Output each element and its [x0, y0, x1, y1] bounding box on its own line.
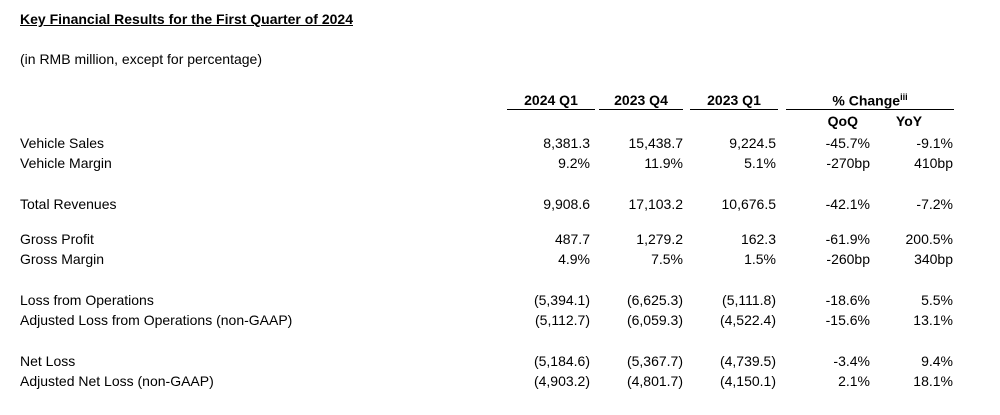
cell-2023-q4: (5,367.7)	[626, 353, 683, 369]
row-label: Adjusted Loss from Operations (non-GAAP)	[20, 312, 293, 328]
cell-2023-q1: (4,150.1)	[719, 373, 776, 389]
col-header-pct-change: % Changeiii	[786, 92, 954, 109]
row-label: Loss from Operations	[20, 292, 154, 308]
cell-2024-q1: 487.7	[554, 231, 590, 247]
cell-yoy: 340bp	[914, 251, 953, 267]
cell-yoy: -9.1%	[916, 135, 953, 151]
cell-2023-q1: 5.1%	[744, 155, 776, 171]
header-rule-pct-change	[786, 109, 954, 110]
cell-2023-q4: (6,059.3)	[626, 312, 683, 328]
cell-2023-q4: 11.9%	[644, 155, 683, 171]
cell-qoq: 2.1%	[838, 373, 870, 389]
cell-yoy: 13.1%	[913, 312, 953, 328]
col-header-2023-q1: 2023 Q1	[707, 92, 761, 108]
pct-change-label: % Change	[832, 92, 901, 109]
cell-yoy: 200.5%	[905, 231, 953, 247]
row-label: Gross Profit	[20, 231, 94, 247]
cell-2024-q1: (5,112.7)	[535, 312, 590, 328]
cell-2024-q1: 4.9%	[558, 251, 590, 267]
col-header-yoy: YoY	[895, 113, 923, 129]
header-rule-2023-q4	[599, 109, 683, 110]
units-note: (in RMB million, except for percentage)	[20, 51, 262, 67]
cell-2023-q1: 162.3	[740, 231, 776, 247]
cell-2023-q4: 15,438.7	[628, 135, 684, 151]
col-header-2023-q4: 2023 Q4	[614, 92, 668, 108]
cell-yoy: 410bp	[914, 155, 953, 171]
row-label: Vehicle Margin	[20, 155, 112, 171]
col-header-qoq: QoQ	[827, 113, 858, 129]
cell-2023-q4: 7.5%	[651, 251, 683, 267]
cell-2023-q4: 17,103.2	[628, 196, 684, 212]
row-label: Gross Margin	[20, 251, 105, 267]
header-rule-2023-q1	[690, 109, 778, 110]
cell-yoy: 9.4%	[921, 353, 953, 369]
cell-qoq: -3.4%	[833, 353, 870, 369]
cell-2024-q1: 8,381.3	[543, 135, 590, 151]
cell-qoq: -45.7%	[825, 135, 870, 151]
row-label: Total Revenues	[20, 196, 117, 212]
cell-yoy: -7.2%	[916, 196, 953, 212]
col-header-2024-q1: 2024 Q1	[524, 92, 578, 108]
cell-yoy: 18.1%	[913, 373, 953, 389]
pct-change-footnote: iii	[900, 92, 908, 102]
cell-2023-q4: (4,801.7)	[626, 373, 683, 389]
cell-2023-q4: 1,279.2	[636, 231, 683, 247]
cell-2023-q1: (4,522.4)	[719, 312, 776, 328]
cell-qoq: -61.9%	[825, 231, 870, 247]
cell-2023-q1: 9,224.5	[729, 135, 776, 151]
cell-2024-q1: (5,184.6)	[533, 353, 590, 369]
cell-2024-q1: (4,903.2)	[533, 373, 590, 389]
cell-2024-q1: 9,908.6	[543, 196, 590, 212]
cell-qoq: -42.1%	[825, 196, 870, 212]
header-rule-2024-q1	[507, 109, 595, 110]
row-label: Adjusted Net Loss (non-GAAP)	[20, 373, 214, 389]
page-title: Key Financial Results for the First Quar…	[20, 11, 353, 27]
cell-2024-q1: (5,394.1)	[533, 292, 590, 308]
cell-2023-q1: (4,739.5)	[719, 353, 776, 369]
cell-qoq: -15.6%	[825, 312, 870, 328]
cell-2023-q4: (6,625.3)	[626, 292, 683, 308]
cell-2024-q1: 9.2%	[558, 155, 590, 171]
cell-qoq: -18.6%	[825, 292, 870, 308]
row-label: Vehicle Sales	[20, 135, 105, 151]
cell-qoq: -260bp	[826, 251, 870, 267]
cell-2023-q1: 1.5%	[744, 251, 776, 267]
cell-yoy: 5.5%	[921, 292, 953, 308]
cell-qoq: -270bp	[826, 155, 870, 171]
cell-2023-q1: 10,676.5	[721, 196, 777, 212]
cell-2023-q1: (5,111.8)	[722, 292, 776, 308]
row-label: Net Loss	[20, 353, 76, 369]
